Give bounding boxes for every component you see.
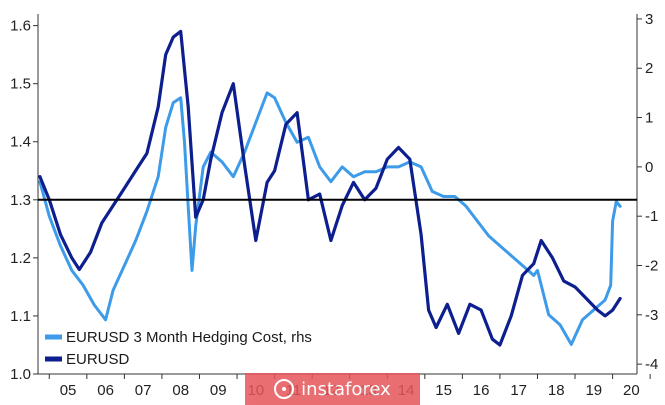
y-right-tick-label: -2 [645,258,658,275]
y-right-ticks: 3 2 1 0 -1 -2 -3 -4 [637,11,658,373]
y-left-tick-label: 1.3 [10,192,31,209]
y-right-tick-label: -4 [645,356,658,373]
series-line-hedging-cost [38,91,622,346]
series-lines [38,29,622,347]
series-line-eurusd [38,29,622,347]
watermark: instaforex [245,373,420,405]
y-left-ticks: 1.0 1.1 1.2 1.3 1.4 1.5 1.6 [10,18,38,383]
x-tick-label: 06 [97,382,114,399]
legend-label: EURUSD 3 Month Hedging Cost, rhs [66,329,312,346]
x-tick-label: 17 [510,382,527,399]
y-right-tick-label: 0 [645,159,653,176]
y-right-tick-label: 3 [645,11,653,28]
y-left-tick-label: 1.6 [10,18,31,35]
x-tick-label: 07 [135,382,152,399]
x-tick-label: 15 [435,382,452,399]
y-left-tick-label: 1.1 [10,308,31,325]
plot-frame [37,14,638,375]
y-left-tick-label: 1.5 [10,76,31,93]
y-right-tick-label: -1 [645,208,658,225]
y-right-tick-label: 2 [645,60,653,77]
x-tick-label: 09 [210,382,227,399]
watermark-logo-icon [274,379,295,399]
y-right-tick-label: -3 [645,307,658,324]
x-tick-label: 08 [172,382,189,399]
x-tick-label: 16 [473,382,490,399]
x-tick-label: 18 [548,382,565,399]
watermark-text: instaforex [301,378,391,400]
y-right-tick-label: 1 [645,110,653,127]
x-tick-label: 05 [60,382,77,399]
legend: EURUSD 3 Month Hedging Cost, rhs EURUSD [45,329,312,368]
y-left-tick-label: 1.4 [10,134,31,151]
legend-label: EURUSD [66,351,130,368]
x-tick-label: 19 [585,382,602,399]
x-tick-label: 20 [623,382,640,399]
y-left-tick-label: 1.2 [10,250,31,267]
y-left-tick-label: 1.0 [10,366,31,383]
